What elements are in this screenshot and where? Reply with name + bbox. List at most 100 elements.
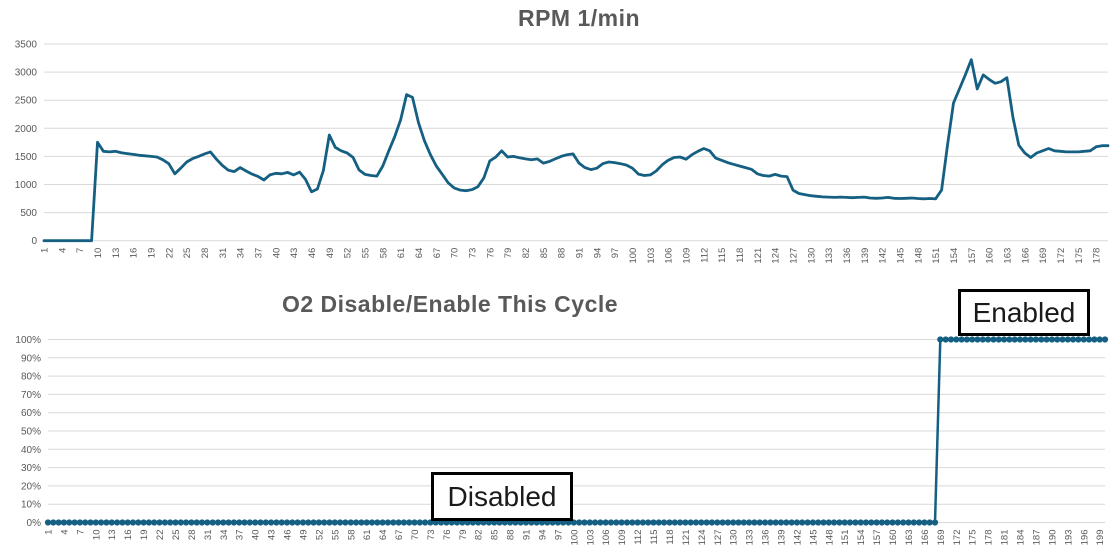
svg-text:130: 130 (806, 248, 817, 264)
svg-text:85: 85 (490, 530, 501, 541)
svg-text:142: 142 (792, 530, 803, 546)
svg-text:4: 4 (57, 248, 68, 253)
svg-text:19: 19 (139, 530, 150, 541)
svg-text:37: 37 (235, 530, 246, 541)
o2-chart-title: O2 Disable/Enable This Cycle (281, 291, 619, 317)
rpm-chart-title: RPM 1/min (517, 5, 641, 31)
o2-enabled-annotation: Enabled (958, 289, 1090, 336)
svg-text:22: 22 (164, 248, 175, 259)
svg-text:2000: 2000 (15, 124, 38, 135)
svg-text:4: 4 (59, 530, 70, 535)
svg-text:151: 151 (840, 530, 851, 546)
svg-text:136: 136 (761, 530, 772, 546)
svg-text:7: 7 (75, 530, 86, 535)
svg-text:52: 52 (314, 530, 325, 541)
svg-text:172: 172 (1056, 248, 1067, 264)
svg-text:64: 64 (414, 248, 425, 259)
svg-text:97: 97 (553, 530, 564, 541)
svg-text:70: 70 (450, 248, 461, 259)
svg-text:70%: 70% (21, 390, 41, 401)
svg-text:124: 124 (771, 248, 782, 264)
svg-text:121: 121 (753, 248, 764, 264)
svg-text:148: 148 (824, 530, 835, 546)
svg-text:154: 154 (856, 530, 867, 546)
svg-text:181: 181 (1000, 530, 1011, 546)
svg-text:103: 103 (585, 530, 596, 546)
svg-text:184: 184 (1016, 530, 1027, 546)
svg-text:22: 22 (155, 530, 166, 541)
svg-text:118: 118 (735, 248, 746, 263)
svg-text:76: 76 (442, 530, 453, 541)
svg-text:196: 196 (1079, 530, 1090, 546)
svg-text:136: 136 (842, 248, 853, 264)
svg-text:28: 28 (200, 248, 211, 259)
svg-text:133: 133 (745, 530, 756, 546)
svg-text:55: 55 (360, 248, 371, 259)
svg-text:91: 91 (522, 530, 533, 541)
svg-text:50%: 50% (21, 427, 41, 438)
svg-text:0: 0 (31, 236, 37, 247)
svg-text:2500: 2500 (15, 96, 38, 107)
svg-text:127: 127 (788, 248, 799, 264)
svg-text:73: 73 (426, 530, 437, 541)
svg-text:46: 46 (283, 530, 294, 541)
svg-text:1: 1 (40, 248, 51, 253)
svg-text:172: 172 (952, 530, 963, 546)
svg-text:13: 13 (111, 248, 122, 259)
svg-text:130: 130 (729, 530, 740, 546)
svg-text:40%: 40% (21, 445, 41, 456)
svg-text:91: 91 (574, 248, 585, 259)
svg-text:100: 100 (628, 248, 639, 264)
svg-text:190: 190 (1047, 530, 1058, 546)
svg-text:100: 100 (569, 530, 580, 546)
svg-text:85: 85 (539, 248, 550, 259)
svg-text:1: 1 (44, 530, 55, 535)
svg-text:175: 175 (968, 530, 979, 546)
svg-text:163: 163 (1002, 248, 1013, 264)
svg-text:94: 94 (537, 530, 548, 541)
svg-text:49: 49 (298, 530, 309, 541)
svg-text:58: 58 (378, 248, 389, 259)
svg-text:30%: 30% (21, 463, 41, 474)
svg-text:112: 112 (633, 530, 644, 545)
svg-text:178: 178 (984, 530, 995, 546)
svg-text:16: 16 (129, 248, 140, 259)
svg-text:67: 67 (394, 530, 405, 541)
svg-text:112: 112 (699, 248, 710, 263)
svg-text:31: 31 (203, 530, 214, 541)
svg-text:151: 151 (931, 248, 942, 264)
svg-text:160: 160 (888, 530, 899, 546)
svg-text:82: 82 (521, 248, 532, 259)
svg-text:199: 199 (1095, 530, 1106, 546)
svg-text:100%: 100% (15, 335, 41, 346)
svg-text:20%: 20% (21, 481, 41, 492)
svg-text:142: 142 (878, 248, 889, 264)
svg-text:166: 166 (920, 530, 931, 546)
svg-text:76: 76 (485, 248, 496, 259)
svg-text:193: 193 (1063, 530, 1074, 546)
svg-text:61: 61 (396, 248, 407, 259)
svg-text:88: 88 (506, 530, 517, 541)
svg-text:178: 178 (1092, 248, 1103, 264)
o2-disabled-annotation: Disabled (431, 472, 573, 521)
svg-text:28: 28 (187, 530, 198, 541)
svg-text:34: 34 (236, 248, 247, 259)
svg-text:37: 37 (253, 248, 264, 259)
svg-text:34: 34 (219, 530, 230, 541)
svg-text:175: 175 (1074, 248, 1085, 264)
svg-text:10: 10 (93, 248, 104, 259)
svg-text:154: 154 (949, 248, 960, 264)
svg-text:25: 25 (182, 248, 193, 259)
svg-text:139: 139 (776, 530, 787, 546)
svg-text:31: 31 (218, 248, 229, 259)
svg-text:145: 145 (808, 530, 819, 546)
svg-text:60%: 60% (21, 408, 41, 419)
svg-text:25: 25 (171, 530, 182, 541)
svg-text:80%: 80% (21, 372, 41, 383)
svg-text:79: 79 (503, 248, 514, 259)
svg-text:40: 40 (251, 530, 262, 541)
svg-text:103: 103 (646, 248, 657, 264)
svg-text:106: 106 (664, 248, 675, 264)
